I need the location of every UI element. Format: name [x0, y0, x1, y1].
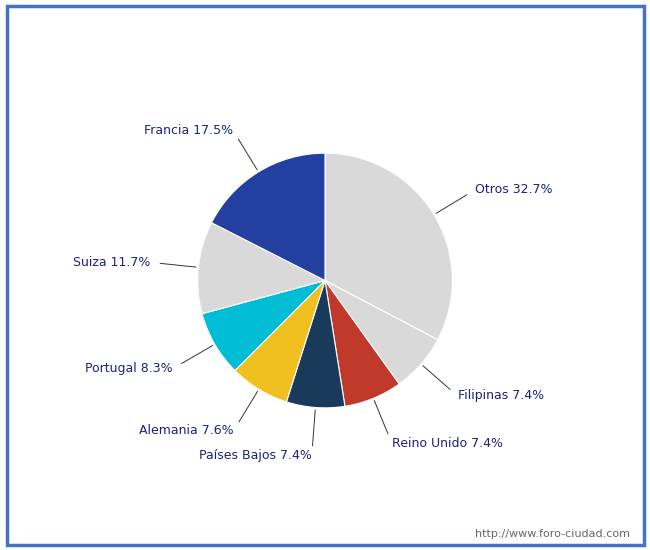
Text: Países Bajos 7.4%: Países Bajos 7.4%	[199, 449, 312, 462]
Wedge shape	[287, 280, 345, 408]
Text: http://www.foro-ciudad.com: http://www.foro-ciudad.com	[476, 529, 630, 539]
Wedge shape	[325, 153, 452, 340]
Wedge shape	[325, 280, 399, 406]
Text: Alemania 7.6%: Alemania 7.6%	[139, 424, 233, 437]
Text: Ares - Turistas extranjeros según país - Agosto de 2024: Ares - Turistas extranjeros según país -…	[96, 11, 554, 28]
Text: Otros 32.7%: Otros 32.7%	[475, 183, 553, 196]
Text: Francia 17.5%: Francia 17.5%	[144, 124, 233, 137]
Text: Reino Unido 7.4%: Reino Unido 7.4%	[392, 437, 502, 449]
Text: Portugal 8.3%: Portugal 8.3%	[85, 362, 173, 375]
Wedge shape	[235, 280, 325, 402]
Wedge shape	[325, 280, 437, 384]
Wedge shape	[202, 280, 325, 371]
Text: Suiza 11.7%: Suiza 11.7%	[73, 256, 150, 269]
Wedge shape	[211, 153, 325, 280]
Text: Filipinas 7.4%: Filipinas 7.4%	[458, 389, 543, 403]
Wedge shape	[198, 223, 325, 314]
